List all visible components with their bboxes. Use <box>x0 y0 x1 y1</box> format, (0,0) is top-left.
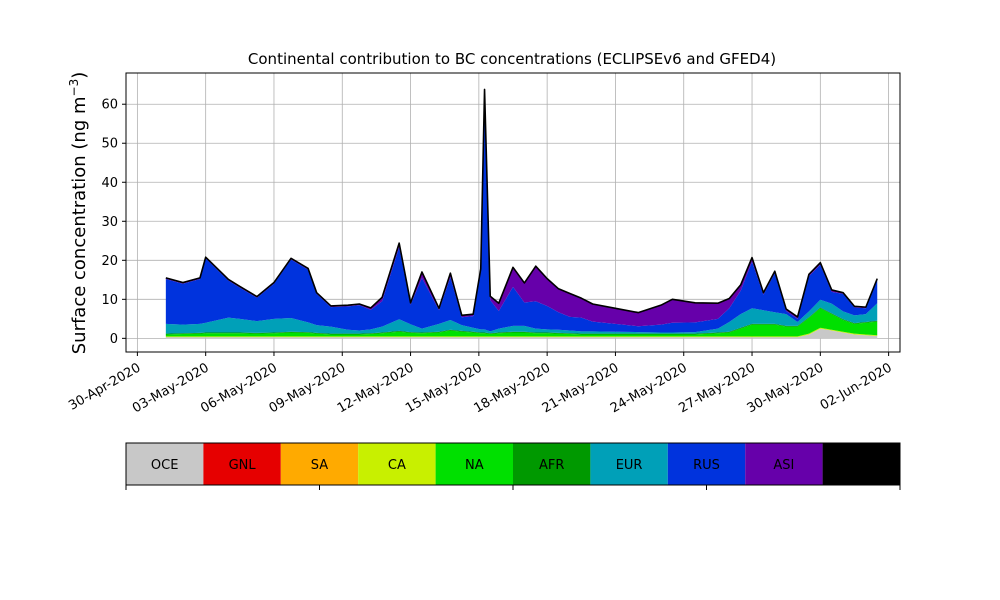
legend-swatch-na <box>435 443 513 485</box>
legend-swatch-afr <box>513 443 591 485</box>
y-tick-label: 10 <box>101 293 118 308</box>
y-axis: 0 10 20 30 40 50 60 <box>101 98 126 347</box>
legend-label: EUR <box>616 458 643 473</box>
legend-label: CA <box>388 458 406 473</box>
chart-title: Continental contribution to BC concentra… <box>248 50 776 68</box>
total-line <box>165 88 878 318</box>
area-oce <box>165 328 878 339</box>
legend-swatch-rus <box>667 443 746 485</box>
area-rus <box>165 91 878 333</box>
legend-swatch-sa <box>280 443 359 485</box>
y-axis-label-unit-superscript: −3 <box>67 79 81 97</box>
legend-label: NA <box>465 458 484 473</box>
y-axis-label-close: ) <box>69 72 90 79</box>
legend-swatch-eur <box>590 443 668 485</box>
legend-label: SA <box>311 458 328 473</box>
legend-label: OCE <box>151 458 179 473</box>
y-axis-label-text: Surface concentration (ng m <box>69 96 90 354</box>
legend-swatch-oce <box>126 443 204 485</box>
y-axis-label: Surface concentration (ng m−3) <box>67 72 90 355</box>
y-tick-label: 40 <box>101 176 118 191</box>
y-tick-label: 0 <box>110 332 118 347</box>
plot-frame <box>125 72 901 353</box>
y-tick-label: 20 <box>101 254 118 269</box>
legend-swatch-asi <box>745 443 823 485</box>
stacked-areas <box>165 89 878 339</box>
legend-label: ASI <box>773 458 794 473</box>
y-tick-label: 50 <box>101 137 118 152</box>
legend-swatch-gnl <box>203 443 281 485</box>
area-na <box>165 308 878 337</box>
legend-swatch-aus <box>822 443 900 485</box>
y-tick-label: 30 <box>101 215 118 230</box>
legend: OCE GNL SA CA NA AFR EUR RUS ASI AUS <box>125 442 901 490</box>
legend-swatch-ca <box>358 443 436 485</box>
y-tick-label: 60 <box>101 98 118 113</box>
legend-label: AFR <box>539 458 564 473</box>
area-eur <box>165 299 878 334</box>
legend-label: AUS <box>848 458 875 473</box>
legend-label: RUS <box>693 458 720 473</box>
total-line-group <box>165 88 878 318</box>
legend-label: GNL <box>229 458 257 473</box>
